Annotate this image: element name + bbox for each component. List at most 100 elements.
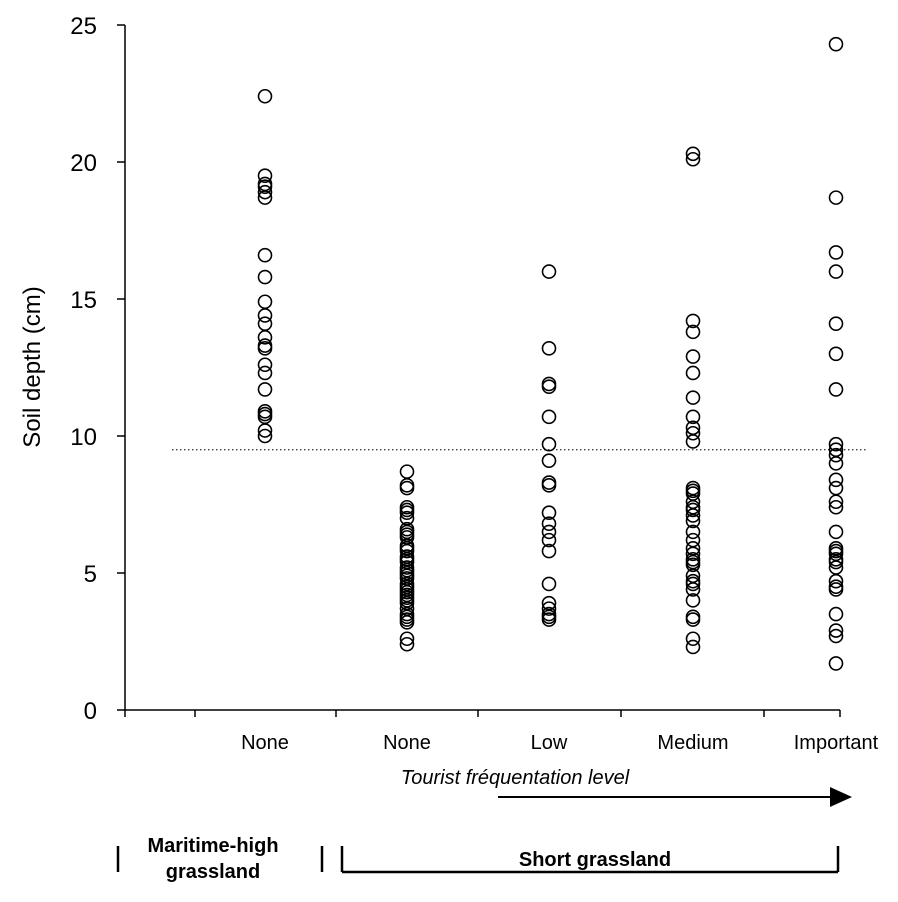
data-point (685, 576, 701, 592)
data-point (685, 524, 701, 540)
data-point (828, 382, 844, 397)
category-label: Low (531, 732, 568, 754)
group-label-maritime-line2: grassland (166, 861, 260, 883)
data-point (257, 190, 273, 205)
data-point (541, 341, 557, 356)
data-point (685, 612, 701, 627)
data-point (685, 365, 701, 381)
data-point (685, 639, 701, 655)
data-point (257, 357, 273, 373)
y-tick-label: 25 (70, 13, 97, 40)
data-point (828, 623, 844, 638)
data-point (257, 179, 273, 194)
data-point (541, 264, 557, 279)
data-point (541, 409, 557, 425)
data-point (399, 615, 415, 630)
data-point (828, 656, 844, 671)
data-point (685, 582, 701, 597)
data-point (541, 478, 557, 493)
group-bracket-maritime (116, 846, 324, 872)
data-point (685, 146, 701, 162)
y-tick-label: 20 (70, 150, 97, 177)
data-point (828, 245, 844, 260)
y-ticks: 0 5 10 15 20 25 (70, 13, 125, 725)
data-point (399, 543, 415, 559)
data-point (399, 464, 415, 479)
data-point (828, 524, 844, 540)
data-point (828, 480, 844, 496)
data-point (828, 447, 844, 463)
data-point (828, 573, 844, 589)
data-point (399, 505, 415, 521)
data-point (541, 516, 557, 531)
data-point (685, 409, 701, 425)
data-point (685, 425, 701, 441)
data-point (399, 480, 415, 496)
data-point (828, 456, 844, 471)
data-point (685, 546, 701, 562)
y-tick-label: 0 (84, 698, 97, 725)
data-point (828, 436, 844, 452)
data-point (685, 557, 701, 573)
data-points (257, 36, 844, 671)
data-point (828, 494, 844, 510)
data-point (399, 631, 415, 647)
data-point (541, 524, 557, 540)
data-point (541, 505, 557, 521)
data-point (828, 554, 844, 570)
group-bracket-short (340, 846, 840, 874)
data-point (541, 612, 557, 627)
x-axis-title: Tourist fréquentation level (401, 767, 630, 789)
data-point (828, 606, 844, 622)
data-point (685, 324, 701, 340)
category-label: Important (794, 732, 879, 754)
data-point (541, 453, 557, 468)
data-point (257, 428, 273, 444)
category-label: Medium (657, 732, 728, 754)
data-point (685, 151, 701, 167)
data-point (541, 576, 557, 592)
data-point (828, 36, 844, 52)
data-point (685, 502, 701, 518)
data-point (257, 308, 273, 323)
data-point (828, 472, 844, 488)
data-point (685, 508, 701, 523)
category-label: None (241, 732, 289, 754)
x-ticks: None None Low Medium Important (124, 710, 879, 754)
data-point (685, 593, 701, 608)
group-label-short: Short grassland (519, 849, 671, 871)
data-point (685, 390, 701, 405)
category-label: None (383, 732, 431, 754)
data-point (257, 423, 273, 438)
data-point (541, 436, 557, 452)
data-point (685, 434, 701, 449)
data-point (541, 379, 557, 394)
data-point (828, 628, 844, 644)
y-axis-title: Soil depth (cm) (19, 286, 46, 447)
data-point (541, 532, 557, 548)
data-point (685, 631, 701, 647)
data-point (257, 269, 273, 285)
data-point (828, 346, 844, 362)
data-point (828, 190, 844, 205)
y-tick-label: 5 (84, 561, 97, 588)
data-point (257, 330, 273, 345)
data-point (828, 264, 844, 279)
data-point (257, 316, 273, 331)
data-point (257, 365, 273, 381)
data-point (399, 636, 415, 652)
data-point (685, 349, 701, 364)
data-point (685, 513, 701, 529)
data-point (257, 88, 273, 104)
direction-arrow-head (830, 787, 852, 807)
data-point (257, 341, 273, 356)
data-point (257, 168, 273, 183)
group-label-maritime-line1: Maritime-high (147, 835, 278, 857)
data-point (257, 294, 273, 310)
data-point (685, 313, 701, 329)
data-point (541, 543, 557, 559)
data-point (257, 184, 273, 200)
y-tick-label: 10 (70, 424, 97, 451)
y-tick-label: 15 (70, 287, 97, 314)
